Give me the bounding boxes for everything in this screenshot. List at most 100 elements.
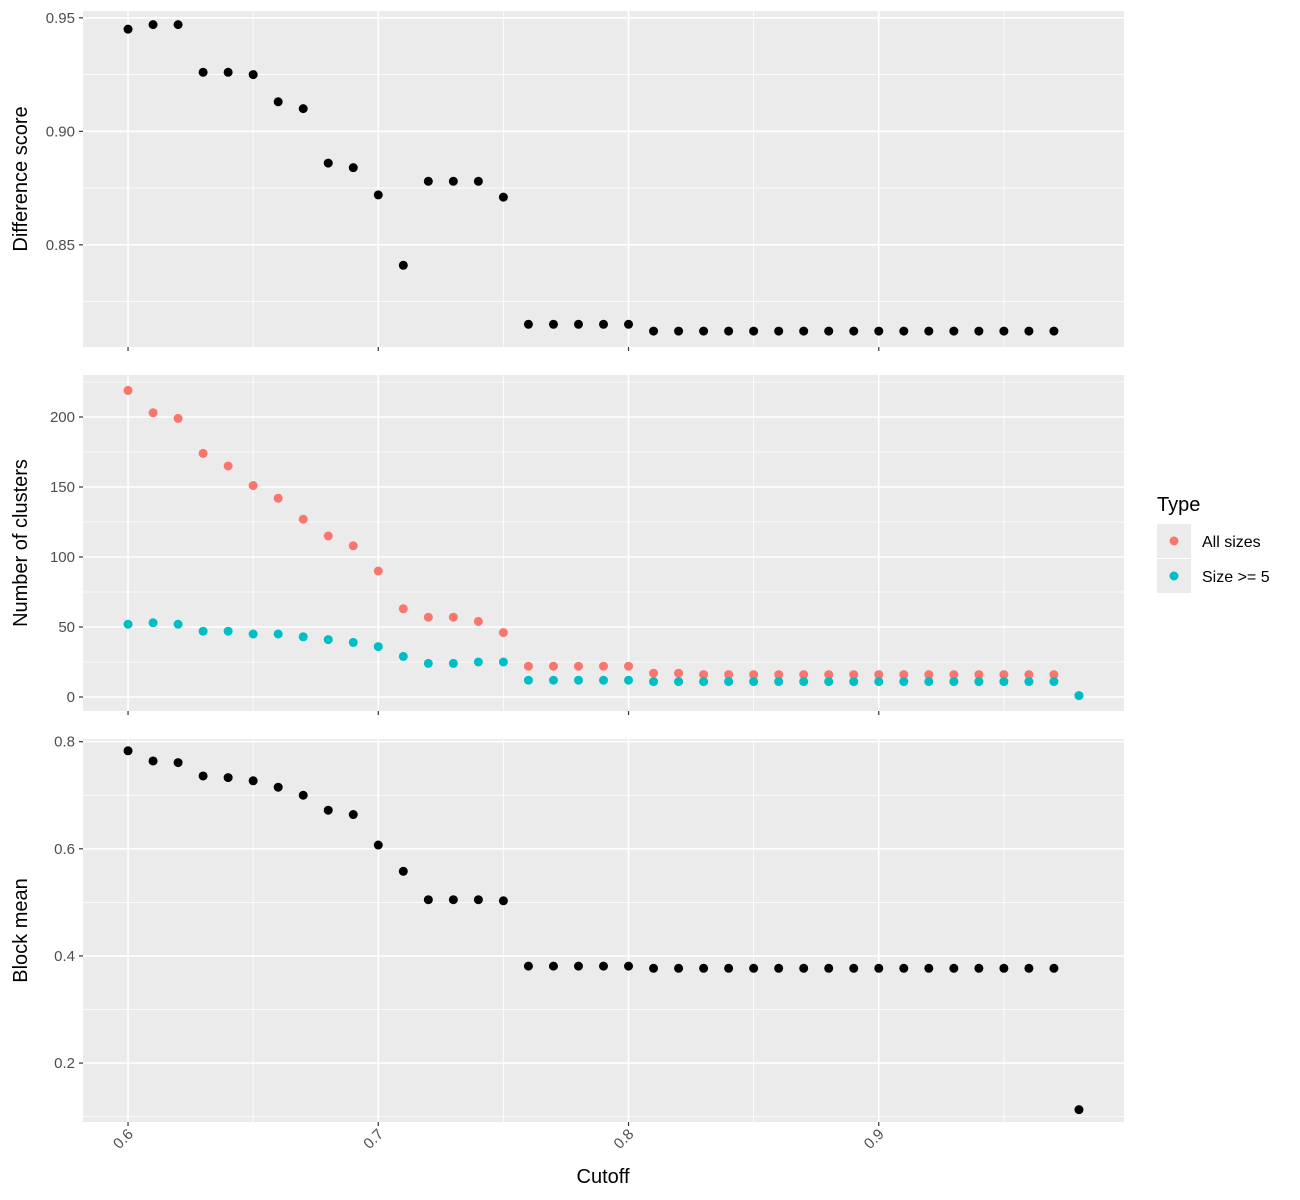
data-point xyxy=(899,670,909,680)
data-point xyxy=(724,963,734,973)
y-tick-label: 0.90 xyxy=(46,123,75,140)
data-point xyxy=(774,677,784,687)
data-point xyxy=(799,677,809,687)
data-point xyxy=(749,963,759,973)
data-point xyxy=(448,895,458,905)
data-point xyxy=(523,661,533,671)
data-point xyxy=(624,319,634,329)
data-point xyxy=(273,782,283,792)
x-tick-label: 0.6 xyxy=(110,1126,137,1153)
panel-1: 0.85 0.90 0.95 Difference score xyxy=(10,10,1124,351)
data-point xyxy=(774,326,784,336)
y-tick-label: 0.8 xyxy=(54,734,75,751)
data-point xyxy=(148,756,158,766)
data-point xyxy=(824,670,834,680)
data-point xyxy=(1024,670,1034,680)
data-point xyxy=(824,326,834,336)
data-point xyxy=(749,677,759,687)
data-point xyxy=(949,670,959,680)
data-point xyxy=(448,658,458,668)
data-point xyxy=(198,448,208,458)
data-point xyxy=(774,963,784,973)
data-point xyxy=(724,670,734,680)
data-point xyxy=(198,771,208,781)
data-point xyxy=(974,677,984,687)
data-point xyxy=(599,675,608,685)
y-tick-label: 50 xyxy=(58,619,75,636)
data-point xyxy=(223,773,233,783)
data-point xyxy=(323,635,333,645)
data-point xyxy=(799,670,809,680)
y-tick-label: 0 xyxy=(67,689,75,706)
data-point xyxy=(223,67,233,77)
data-point xyxy=(924,963,934,973)
data-point xyxy=(173,20,183,30)
data-point xyxy=(1074,1105,1084,1115)
data-point xyxy=(448,176,458,186)
data-point xyxy=(999,677,1009,687)
data-point xyxy=(824,963,834,973)
data-point xyxy=(874,670,884,680)
legend-title: Type xyxy=(1157,494,1200,516)
data-point xyxy=(348,541,358,551)
data-point xyxy=(273,493,283,503)
x-tick-label: 0.9 xyxy=(861,1126,888,1153)
y-tick-label: 0.4 xyxy=(54,948,75,965)
legend-label-all-sizes: All sizes xyxy=(1202,534,1261,551)
legend: Type All sizes Size >= 5 xyxy=(1157,494,1270,593)
data-point xyxy=(498,192,508,202)
data-point xyxy=(548,319,558,329)
data-point xyxy=(1049,677,1059,687)
data-point xyxy=(624,961,634,971)
data-point xyxy=(649,677,659,687)
data-point xyxy=(849,963,859,973)
data-point xyxy=(573,661,583,671)
data-point xyxy=(1049,326,1059,336)
data-point xyxy=(248,629,258,639)
y-axis-title: Number of clusters xyxy=(10,459,32,627)
data-point xyxy=(473,176,483,186)
data-point xyxy=(949,677,959,687)
data-point xyxy=(674,326,684,336)
data-point xyxy=(1049,963,1059,973)
data-point xyxy=(999,670,1009,680)
series-all-sizes xyxy=(123,385,1084,701)
data-point xyxy=(974,963,984,973)
data-point xyxy=(123,746,133,756)
data-point xyxy=(624,675,634,685)
data-point xyxy=(323,531,333,541)
data-point xyxy=(1024,677,1034,687)
data-point xyxy=(924,326,934,336)
data-point xyxy=(1049,670,1059,680)
data-point xyxy=(223,461,233,471)
data-point xyxy=(148,618,158,628)
data-point xyxy=(198,67,208,77)
data-point xyxy=(248,481,258,491)
data-point xyxy=(599,961,608,971)
legend-key-size-ge5 xyxy=(1169,571,1179,581)
data-point xyxy=(148,408,158,418)
data-point xyxy=(423,612,433,622)
data-point xyxy=(273,629,283,639)
panel-2: 0 50 100 150 200 Number of clusters xyxy=(10,375,1124,715)
data-point xyxy=(523,961,533,971)
data-point xyxy=(373,566,383,576)
data-point xyxy=(548,661,558,671)
data-point xyxy=(448,612,458,622)
data-point xyxy=(298,790,308,800)
data-point xyxy=(473,616,483,626)
data-point xyxy=(498,896,508,906)
series-points xyxy=(123,746,1084,1115)
data-point xyxy=(398,260,408,270)
data-point xyxy=(348,637,358,647)
data-point xyxy=(949,326,959,336)
data-point xyxy=(849,670,859,680)
data-point xyxy=(1024,326,1034,336)
legend-label-size-ge5: Size >= 5 xyxy=(1202,569,1270,586)
data-point xyxy=(423,176,433,186)
legend-key-all-sizes xyxy=(1169,536,1179,546)
x-axis-ticks: 0.6 0.7 0.8 0.9 xyxy=(110,1126,887,1153)
data-point xyxy=(874,677,884,687)
data-point xyxy=(523,675,533,685)
